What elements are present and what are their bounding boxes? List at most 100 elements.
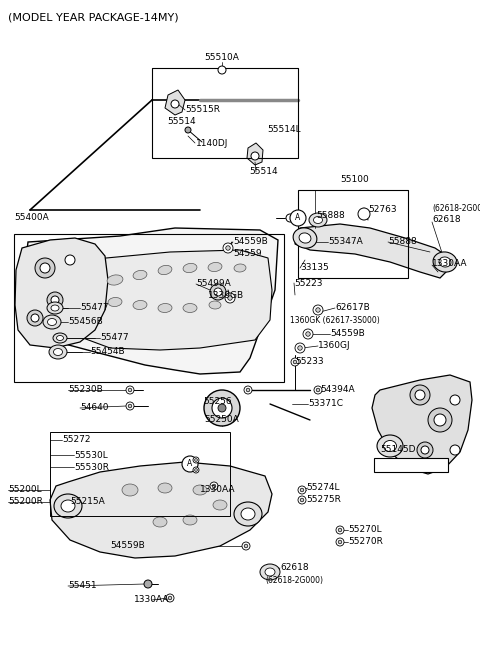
Text: 53371C: 53371C (308, 400, 343, 409)
Circle shape (228, 296, 232, 300)
Text: A: A (187, 459, 192, 468)
Text: 62618: 62618 (280, 564, 309, 573)
Circle shape (35, 258, 55, 278)
Ellipse shape (51, 305, 59, 311)
Text: 55274L: 55274L (306, 483, 339, 493)
Text: 55514: 55514 (167, 117, 196, 127)
Text: 55100: 55100 (341, 176, 370, 184)
Text: 55888: 55888 (388, 237, 417, 247)
Circle shape (316, 308, 320, 312)
Text: 55272: 55272 (62, 436, 91, 445)
Circle shape (171, 100, 179, 108)
Ellipse shape (183, 515, 197, 525)
Circle shape (358, 208, 370, 220)
Text: (62618-2G000): (62618-2G000) (265, 575, 323, 584)
Circle shape (298, 496, 306, 504)
Ellipse shape (265, 568, 275, 576)
Circle shape (290, 210, 306, 226)
Ellipse shape (57, 335, 63, 340)
Circle shape (415, 390, 425, 400)
Circle shape (246, 388, 250, 392)
Circle shape (126, 386, 134, 394)
Circle shape (210, 284, 226, 300)
Circle shape (306, 332, 310, 337)
Text: 55477: 55477 (80, 304, 108, 312)
Text: 55499A: 55499A (196, 279, 231, 289)
Ellipse shape (234, 502, 262, 526)
Circle shape (303, 329, 313, 339)
Ellipse shape (158, 304, 172, 312)
Circle shape (251, 152, 259, 160)
Text: 55256: 55256 (204, 398, 232, 407)
Text: 54559B: 54559B (330, 329, 365, 338)
Ellipse shape (108, 297, 122, 306)
Circle shape (195, 468, 197, 472)
Text: 55454B: 55454B (90, 348, 125, 356)
Circle shape (210, 482, 218, 490)
Circle shape (421, 446, 429, 454)
Circle shape (193, 467, 199, 473)
Ellipse shape (133, 270, 147, 279)
Text: 1339GB: 1339GB (208, 291, 244, 300)
Text: 33135: 33135 (300, 264, 329, 272)
Circle shape (182, 456, 198, 472)
Text: 62617B: 62617B (335, 304, 370, 312)
Circle shape (410, 385, 430, 405)
Text: 54559B: 54559B (110, 541, 145, 550)
Circle shape (244, 544, 248, 548)
Circle shape (128, 404, 132, 408)
Text: A: A (295, 213, 300, 222)
Text: REF.50-527: REF.50-527 (376, 459, 432, 468)
Ellipse shape (53, 348, 62, 356)
Circle shape (244, 386, 252, 394)
Text: 1330AA: 1330AA (134, 596, 170, 604)
Ellipse shape (313, 216, 323, 224)
Circle shape (450, 445, 460, 455)
Circle shape (47, 292, 63, 308)
Text: 55233: 55233 (295, 358, 324, 367)
Ellipse shape (234, 264, 246, 272)
Polygon shape (247, 143, 263, 165)
Text: 1360GJ: 1360GJ (318, 342, 350, 350)
Ellipse shape (122, 484, 138, 496)
Ellipse shape (107, 275, 123, 285)
Ellipse shape (193, 485, 207, 495)
Ellipse shape (439, 257, 451, 267)
Polygon shape (15, 238, 108, 348)
Text: 55200R: 55200R (8, 497, 43, 506)
Circle shape (212, 398, 232, 418)
Text: 1330AA: 1330AA (200, 485, 236, 495)
Ellipse shape (377, 435, 403, 457)
Ellipse shape (133, 300, 147, 310)
Ellipse shape (54, 494, 82, 518)
Circle shape (218, 66, 226, 74)
Text: 62618: 62618 (432, 216, 461, 224)
Text: 55515R: 55515R (185, 106, 220, 115)
Circle shape (204, 390, 240, 426)
Text: 55514L: 55514L (267, 125, 300, 134)
Ellipse shape (299, 233, 311, 243)
Text: 55530L: 55530L (74, 451, 108, 459)
Text: 1140DJ: 1140DJ (196, 138, 228, 148)
Circle shape (126, 402, 134, 410)
Ellipse shape (208, 262, 222, 272)
Ellipse shape (158, 483, 172, 493)
Ellipse shape (61, 500, 75, 512)
Ellipse shape (183, 304, 197, 312)
Circle shape (434, 414, 446, 426)
Circle shape (144, 580, 152, 588)
Bar (14, 234, 284, 382)
Text: 55477: 55477 (100, 333, 129, 342)
Circle shape (195, 459, 197, 461)
Bar (298, 190, 408, 278)
Ellipse shape (158, 266, 172, 275)
Polygon shape (50, 462, 272, 558)
Polygon shape (372, 375, 472, 474)
Ellipse shape (260, 564, 280, 580)
Text: 55270L: 55270L (348, 525, 382, 535)
Bar (50, 432, 230, 516)
Text: 55888: 55888 (316, 211, 345, 220)
Circle shape (295, 343, 305, 353)
Ellipse shape (183, 264, 197, 273)
Text: 1330AA: 1330AA (432, 260, 468, 268)
